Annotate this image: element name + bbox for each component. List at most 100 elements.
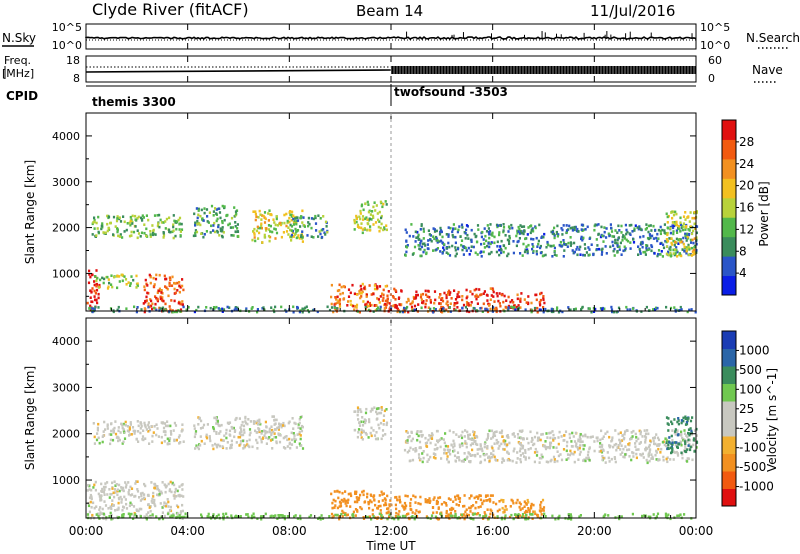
power-cell (116, 227, 119, 230)
velocity-cell (194, 432, 197, 436)
power-cell (551, 229, 555, 233)
velocity-cell (152, 491, 155, 495)
velocity-cell (646, 429, 649, 432)
power-cell (475, 293, 478, 297)
velocity-cell (693, 450, 696, 453)
velocity-cell (95, 438, 99, 442)
velocity-cell (150, 481, 153, 484)
velocity-cell (172, 514, 175, 517)
velocity-cell (153, 503, 156, 506)
power-cell (209, 231, 212, 234)
power-cell (95, 269, 98, 272)
velocity-cell (156, 487, 159, 491)
velocity-cell (249, 431, 252, 435)
velocity-cell (457, 435, 460, 438)
power-cell (226, 305, 229, 309)
velocity-cell (446, 445, 450, 448)
power-cell (685, 239, 688, 242)
power-cell (631, 307, 635, 310)
power-cell (338, 289, 341, 292)
power-cell (156, 214, 159, 217)
velocity-cell (228, 429, 232, 433)
power-cell (88, 306, 91, 310)
velocity-cell (586, 453, 590, 457)
power-cell (372, 310, 375, 313)
velocity-cell (669, 446, 672, 450)
velocity-cell (208, 435, 211, 438)
velocity-cell (137, 509, 140, 513)
power-cell (301, 310, 304, 314)
power-cell (508, 242, 511, 245)
velocity-cell (524, 448, 527, 452)
power-cell (484, 307, 487, 311)
power-cell (434, 298, 437, 302)
velocity-cell (599, 438, 602, 442)
velocity-cell (483, 458, 486, 462)
power-cell (366, 200, 369, 204)
power-cell (527, 226, 530, 229)
power-cell (182, 288, 185, 292)
power-cell (453, 302, 456, 305)
velocity-cell (586, 435, 589, 439)
velocity-cell (381, 499, 384, 502)
velocity-cell (362, 420, 366, 424)
velocity-cell (364, 421, 367, 425)
power-cell (87, 281, 91, 285)
velocity-cell (421, 460, 424, 464)
power-cell (373, 284, 376, 287)
power-cell (290, 225, 294, 228)
power-cell (90, 300, 93, 303)
power-cell (100, 227, 103, 231)
velocity-cell (110, 433, 113, 436)
power-cell (236, 230, 239, 233)
power-cell (172, 214, 175, 217)
power-cell (435, 237, 438, 240)
velocity-cell (130, 503, 133, 506)
power-cell (492, 290, 495, 294)
power-cell (476, 224, 480, 227)
velocity-cell (371, 508, 374, 512)
velocity-cell (127, 430, 130, 433)
power-cell (173, 299, 176, 303)
velocity-cell (168, 488, 172, 491)
velocity-cell (538, 461, 541, 464)
power-cell (454, 235, 457, 239)
power-cell (678, 253, 681, 257)
power-cell (342, 285, 345, 288)
power-cell (665, 252, 668, 256)
velocity-cell (297, 423, 300, 426)
power-cell (123, 275, 126, 278)
velocity-cell (169, 429, 172, 433)
velocity-cell (506, 434, 509, 437)
velocity-cell (182, 440, 185, 443)
velocity-cell (467, 452, 470, 455)
power-cell (380, 222, 383, 226)
velocity-cell (512, 449, 515, 453)
power-cell (93, 216, 96, 220)
power-cell (355, 220, 358, 224)
velocity-cell (353, 428, 357, 432)
power-cell (556, 234, 559, 238)
velocity-cell (454, 515, 457, 518)
velocity-cell (134, 513, 137, 516)
velocity-cell (214, 442, 217, 446)
power-cell (405, 240, 408, 243)
power-cell (178, 228, 181, 231)
velocity-cell (369, 493, 372, 497)
velocity-cell (405, 504, 408, 508)
power-cell (526, 233, 529, 236)
power-cell (449, 302, 452, 305)
velocity-cell (601, 437, 604, 440)
power-cell (132, 278, 135, 282)
power-cell (231, 226, 234, 229)
power-cell (512, 301, 515, 304)
velocity-cell (111, 499, 114, 502)
velocity-cell (495, 430, 498, 433)
power-cell (200, 208, 203, 212)
velocity-cell (298, 421, 301, 425)
power-cell (203, 207, 206, 210)
velocity-cell (394, 515, 397, 518)
velocity-cell (118, 438, 121, 442)
power-cell (656, 239, 659, 243)
power-cell (341, 291, 344, 295)
